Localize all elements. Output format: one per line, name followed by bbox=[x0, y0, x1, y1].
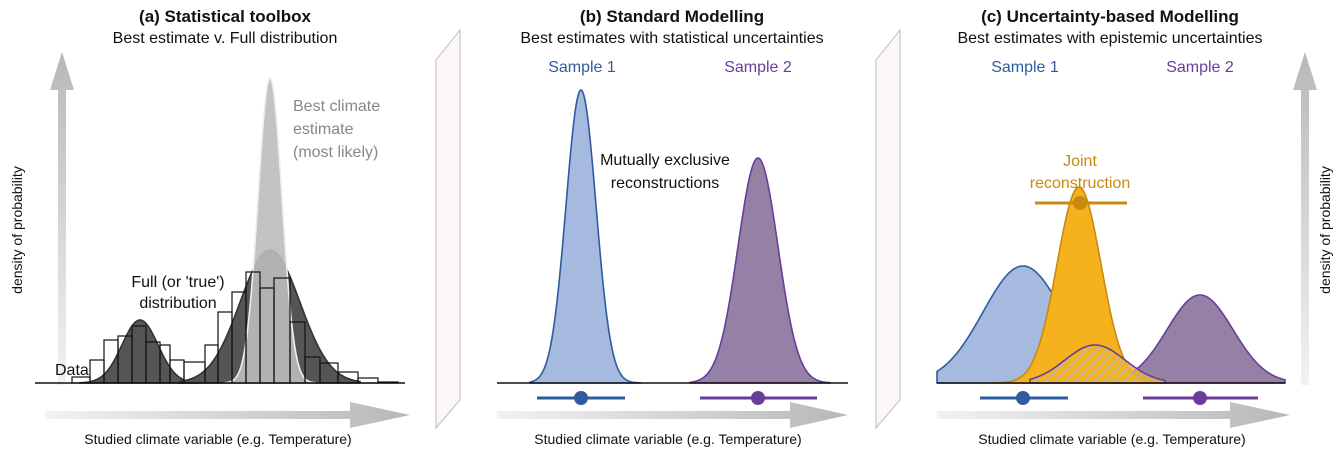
y-arrow bbox=[1293, 52, 1317, 385]
separator bbox=[875, 28, 901, 430]
x-arrow bbox=[497, 402, 848, 428]
x-axis-label: Studied climate variable (e.g. Temperatu… bbox=[84, 431, 351, 447]
annotation: Data bbox=[55, 362, 89, 379]
annotation: Mutually exclusive bbox=[600, 152, 730, 169]
annotation: (most likely) bbox=[293, 144, 378, 161]
sample-label: Sample 1 bbox=[548, 59, 616, 76]
y-axis-label: density of probability bbox=[1317, 166, 1333, 294]
sample-label: Sample 1 bbox=[991, 59, 1059, 76]
panel-title: (b) Standard Modelling bbox=[580, 7, 764, 26]
curve bbox=[529, 89, 641, 384]
curve bbox=[1109, 294, 1286, 384]
annotation: distribution bbox=[139, 295, 216, 312]
x-arrow bbox=[45, 402, 410, 428]
annotation: Best climate bbox=[293, 98, 380, 115]
curve bbox=[79, 319, 201, 384]
annotation: Full (or 'true') bbox=[131, 274, 224, 291]
annotation: estimate bbox=[293, 121, 354, 138]
y-axis-label: density of probability bbox=[9, 166, 25, 294]
estimate-dot bbox=[1073, 196, 1087, 210]
panel-subtitle: Best estimate v. Full distribution bbox=[113, 30, 338, 47]
estimate-dot bbox=[1016, 391, 1030, 405]
y-arrow bbox=[50, 52, 74, 385]
annotation: Joint bbox=[1063, 153, 1097, 170]
panel-title: (c) Uncertainty-based Modelling bbox=[981, 7, 1239, 26]
panel-subtitle: Best estimates with statistical uncertai… bbox=[520, 30, 823, 47]
curve bbox=[689, 157, 831, 384]
estimate-dot bbox=[1193, 391, 1207, 405]
sample-label: Sample 2 bbox=[724, 59, 792, 76]
x-axis-label: Studied climate variable (e.g. Temperatu… bbox=[978, 431, 1245, 447]
annotation: reconstructions bbox=[611, 175, 720, 192]
annotation: reconstruction bbox=[1030, 175, 1131, 192]
estimate-dot bbox=[574, 391, 588, 405]
x-axis-label: Studied climate variable (e.g. Temperatu… bbox=[534, 431, 801, 447]
x-arrow bbox=[937, 402, 1290, 428]
separator bbox=[435, 28, 461, 430]
curve bbox=[1029, 344, 1166, 384]
sample-label: Sample 2 bbox=[1166, 59, 1234, 76]
curve bbox=[224, 76, 316, 384]
panel-subtitle: Best estimates with epistemic uncertaint… bbox=[957, 30, 1262, 47]
panel-title: (a) Statistical toolbox bbox=[139, 7, 311, 26]
estimate-dot bbox=[751, 391, 765, 405]
